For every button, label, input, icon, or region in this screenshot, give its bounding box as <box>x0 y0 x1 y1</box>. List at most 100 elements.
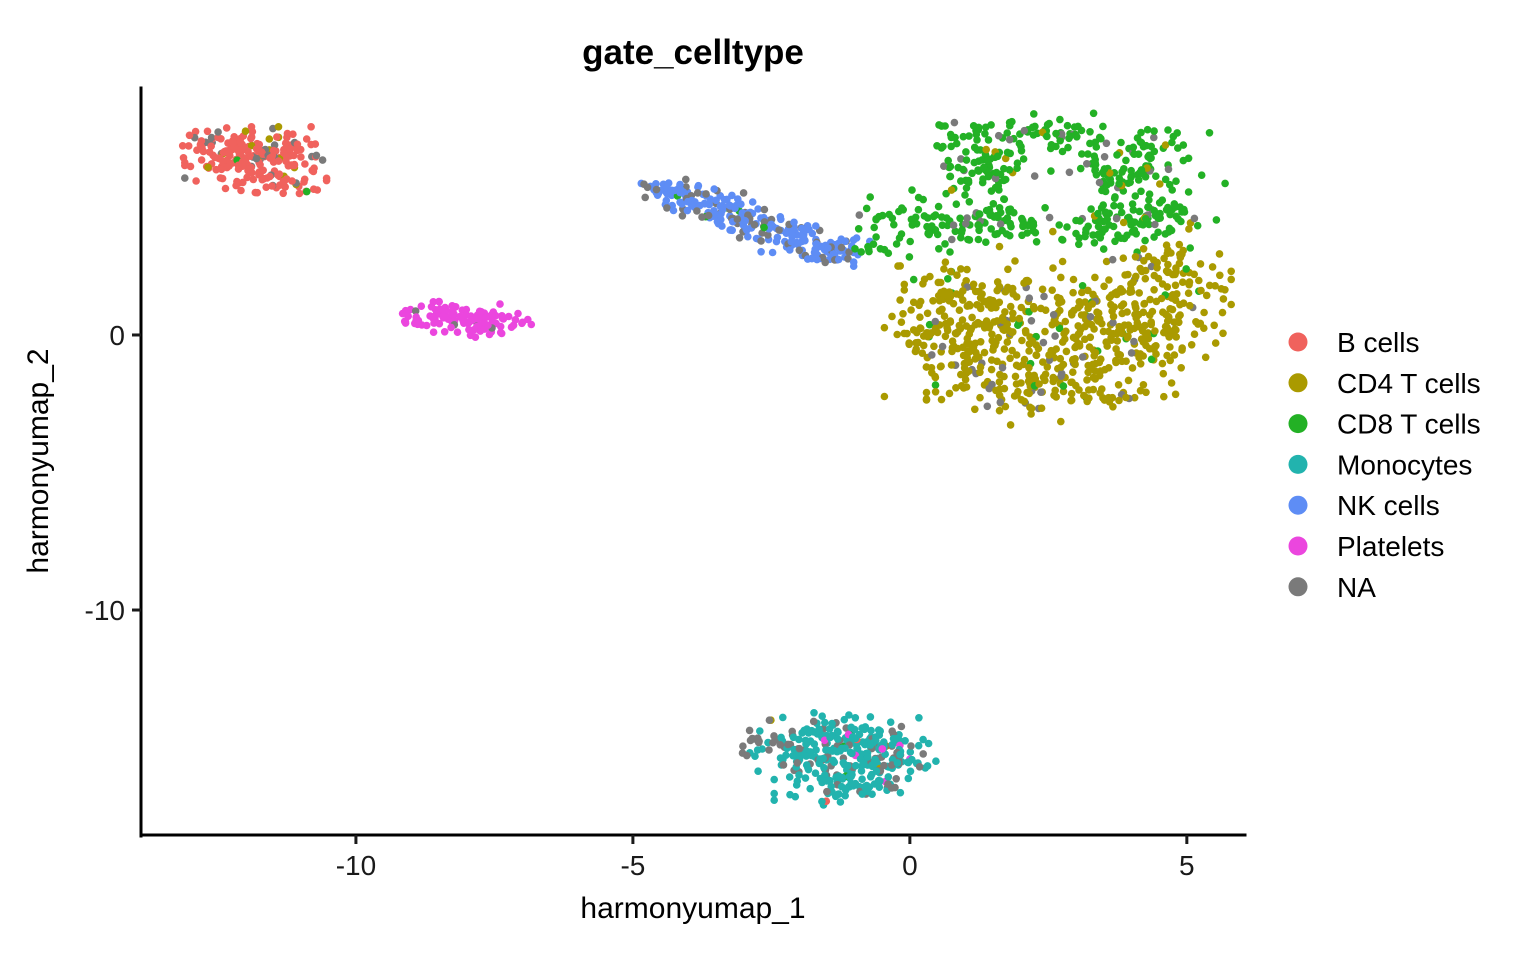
data-point <box>1117 208 1126 217</box>
legend-dot <box>1288 536 1308 556</box>
y-axis-ticks: 0 -10 <box>85 320 141 626</box>
data-point <box>1162 267 1171 275</box>
data-point <box>1106 179 1115 187</box>
data-point <box>993 278 1002 286</box>
data-point <box>322 176 331 185</box>
data-point <box>760 223 768 232</box>
data-point <box>1119 218 1128 227</box>
data-point <box>823 787 831 796</box>
data-point <box>810 740 819 748</box>
data-point <box>1074 322 1082 330</box>
data-point <box>947 186 956 194</box>
data-point <box>1090 239 1099 247</box>
data-point <box>955 306 964 315</box>
data-point <box>670 186 679 195</box>
data-point <box>1018 214 1026 223</box>
data-point <box>928 351 936 359</box>
data-point <box>807 751 816 760</box>
data-point <box>1104 327 1113 336</box>
data-point <box>471 333 480 342</box>
data-point <box>1057 297 1066 306</box>
data-point <box>820 763 828 772</box>
data-point <box>965 348 973 356</box>
data-point <box>1166 210 1174 219</box>
data-point <box>1157 294 1166 303</box>
data-point <box>996 220 1005 228</box>
data-point <box>683 206 692 215</box>
data-point <box>255 140 264 149</box>
data-point <box>717 215 725 224</box>
data-point <box>906 748 915 756</box>
data-point <box>733 215 742 223</box>
data-point <box>925 230 934 238</box>
data-point <box>1110 201 1118 210</box>
data-point <box>905 340 913 349</box>
data-point <box>498 314 507 323</box>
data-point <box>1006 421 1015 429</box>
data-point <box>1142 341 1150 350</box>
data-point <box>785 773 794 781</box>
data-point <box>1193 221 1202 230</box>
data-point <box>768 248 777 257</box>
data-point <box>1205 281 1214 290</box>
data-point <box>866 193 874 201</box>
data-point <box>1025 347 1033 355</box>
data-point <box>1020 397 1029 406</box>
data-point <box>946 172 954 181</box>
data-point <box>1117 302 1126 310</box>
data-point <box>952 290 961 298</box>
data-point <box>716 202 725 211</box>
data-point <box>288 161 296 170</box>
data-point <box>898 204 906 212</box>
data-point <box>932 757 940 765</box>
data-point <box>1116 202 1125 210</box>
data-point <box>872 733 880 741</box>
data-point <box>998 363 1007 372</box>
data-point <box>795 771 803 779</box>
data-point <box>1062 347 1071 356</box>
data-point <box>878 745 887 753</box>
data-point <box>1173 290 1181 298</box>
data-point <box>1039 338 1048 347</box>
data-point <box>1176 300 1184 309</box>
data-point <box>847 779 855 787</box>
data-point <box>481 313 490 322</box>
data-point <box>827 782 835 791</box>
data-point <box>429 328 438 337</box>
data-point <box>1131 302 1140 311</box>
data-point <box>1100 282 1108 291</box>
data-point <box>957 177 965 185</box>
data-point <box>812 245 820 254</box>
data-point <box>937 288 945 297</box>
data-point <box>469 326 478 334</box>
data-point <box>990 213 998 221</box>
data-point <box>1051 319 1060 327</box>
data-point <box>1084 368 1092 377</box>
data-point <box>919 735 927 744</box>
data-point <box>748 198 757 206</box>
data-point <box>1032 238 1041 246</box>
data-point <box>948 235 956 244</box>
data-point <box>888 740 896 749</box>
data-point <box>1123 333 1132 342</box>
data-point <box>1050 375 1059 383</box>
data-point <box>822 746 830 754</box>
data-point <box>947 267 955 276</box>
data-point <box>1141 274 1150 283</box>
data-point <box>772 237 781 246</box>
data-point <box>888 761 896 769</box>
data-point <box>1126 217 1135 225</box>
data-point <box>924 739 933 748</box>
data-point <box>994 131 1003 140</box>
legend-item-cd4-t-cells: CD4 T cells <box>1288 368 1481 399</box>
data-point <box>1166 356 1174 365</box>
data-point <box>862 204 871 213</box>
data-point <box>1184 188 1193 196</box>
data-point <box>810 709 818 717</box>
data-point <box>728 226 736 235</box>
data-point <box>884 773 893 781</box>
data-point <box>684 197 692 206</box>
data-point <box>214 128 222 136</box>
data-point <box>919 750 927 758</box>
data-point <box>712 196 720 205</box>
